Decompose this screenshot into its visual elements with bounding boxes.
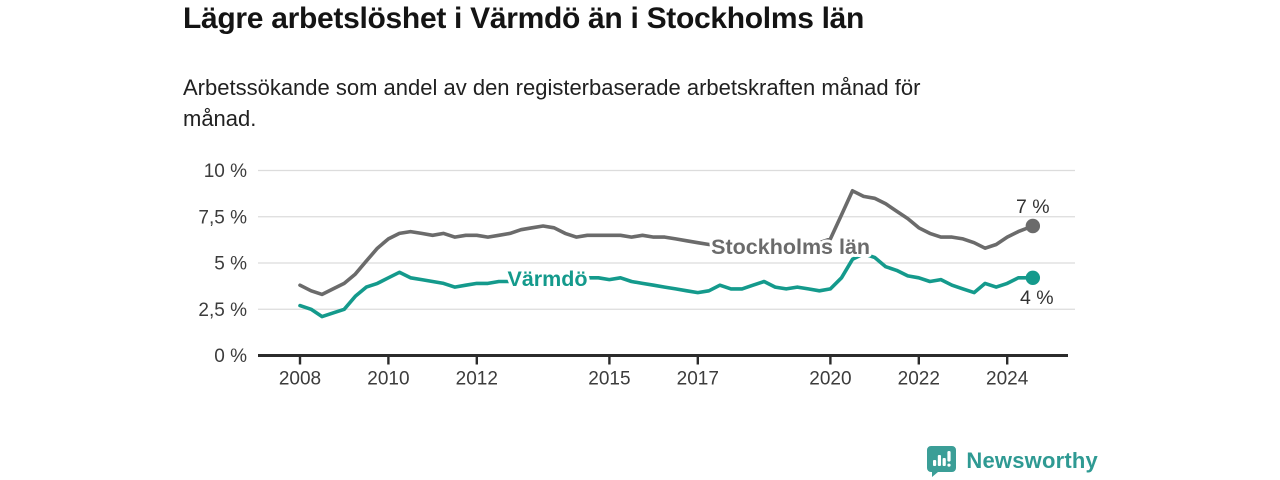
- series-end-dot: [1025, 270, 1041, 285]
- series-label: Stockholms län: [711, 235, 870, 259]
- x-tick-label: 2015: [588, 369, 630, 390]
- x-tick-label: 2022: [898, 369, 940, 390]
- y-tick-label: 5 %: [214, 254, 247, 275]
- series-line: [298, 189, 1035, 297]
- newsworthy-wordmark: Newsworthy: [966, 448, 1098, 473]
- x-tick-label: 2017: [677, 369, 719, 390]
- y-tick-label: 2,5 %: [198, 300, 247, 321]
- y-tick-label: 0 %: [214, 346, 247, 367]
- y-tick-label: 7,5 %: [198, 207, 247, 228]
- series-end-value-label: 4 %: [1020, 287, 1054, 309]
- newsworthy-logo: Newsworthy: [926, 445, 1098, 477]
- x-tick-label: 2012: [456, 369, 498, 390]
- x-tick-label: 2024: [986, 369, 1029, 390]
- chart-title: Lägre arbetslöshet i Värmdö än i Stockho…: [183, 2, 865, 35]
- newsworthy-bar-chart-icon: [927, 446, 957, 477]
- series-end-dot: [1025, 218, 1041, 234]
- x-tick-label: 2020: [809, 369, 851, 390]
- series-label: Värmdö: [507, 267, 587, 291]
- y-tick-label: 10 %: [204, 161, 247, 182]
- x-tick-label: 2008: [279, 369, 321, 390]
- series-end-value-label: 7 %: [1016, 196, 1050, 218]
- series-line: [298, 252, 1035, 319]
- x-tick-label: 2010: [367, 369, 409, 390]
- chart-subtitle: Arbetssökande som andel av den registerb…: [183, 75, 921, 132]
